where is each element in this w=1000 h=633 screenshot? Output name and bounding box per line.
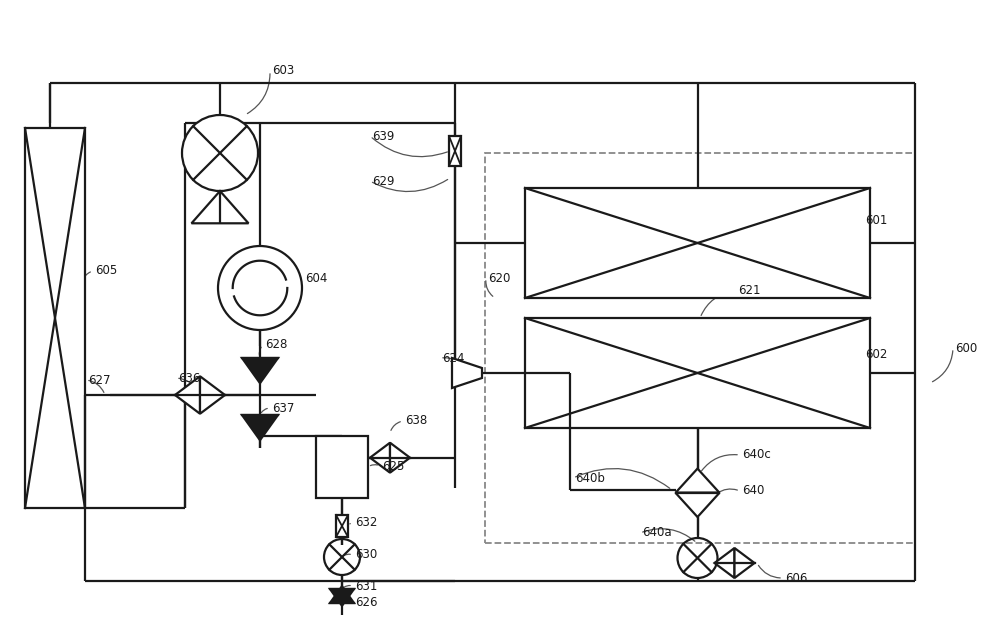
Polygon shape — [330, 586, 354, 603]
Text: 600: 600 — [955, 341, 977, 354]
Text: 620: 620 — [488, 272, 510, 284]
Circle shape — [182, 115, 258, 191]
Polygon shape — [734, 548, 755, 578]
Text: 640b: 640b — [575, 472, 605, 484]
Polygon shape — [175, 376, 200, 414]
Bar — [485, 153, 915, 543]
Text: 636: 636 — [178, 372, 200, 384]
Bar — [316, 436, 368, 498]
Text: 625: 625 — [382, 460, 404, 472]
Polygon shape — [200, 376, 225, 414]
Text: 626: 626 — [355, 596, 378, 610]
Text: 627: 627 — [88, 373, 110, 387]
Text: 628: 628 — [265, 339, 287, 351]
Polygon shape — [242, 358, 278, 383]
Polygon shape — [370, 442, 390, 473]
Text: 631: 631 — [355, 579, 377, 592]
Bar — [449, 136, 461, 166]
Text: 604: 604 — [305, 272, 327, 284]
Polygon shape — [676, 468, 719, 493]
Polygon shape — [676, 493, 719, 517]
Polygon shape — [390, 442, 410, 473]
Text: 640c: 640c — [742, 449, 771, 461]
Text: 629: 629 — [372, 175, 394, 187]
Text: 624: 624 — [442, 351, 464, 365]
Text: 637: 637 — [272, 401, 294, 415]
Text: 632: 632 — [355, 517, 377, 529]
Text: 639: 639 — [372, 130, 394, 142]
Text: 640a: 640a — [642, 527, 672, 539]
Circle shape — [218, 246, 302, 330]
Bar — [25, 128, 85, 508]
Bar — [525, 318, 870, 428]
Polygon shape — [714, 548, 734, 578]
Text: 606: 606 — [785, 572, 807, 584]
Text: 630: 630 — [355, 549, 377, 561]
Text: 640: 640 — [742, 484, 764, 498]
Text: 621: 621 — [738, 284, 761, 298]
Polygon shape — [452, 358, 482, 388]
Polygon shape — [330, 589, 354, 606]
Bar — [336, 515, 348, 537]
Text: 638: 638 — [405, 415, 427, 427]
Text: 605: 605 — [95, 265, 117, 277]
Bar — [525, 188, 870, 298]
Text: 602: 602 — [865, 349, 887, 361]
Text: 601: 601 — [865, 215, 887, 227]
Text: 603: 603 — [272, 65, 294, 77]
Polygon shape — [242, 415, 278, 440]
